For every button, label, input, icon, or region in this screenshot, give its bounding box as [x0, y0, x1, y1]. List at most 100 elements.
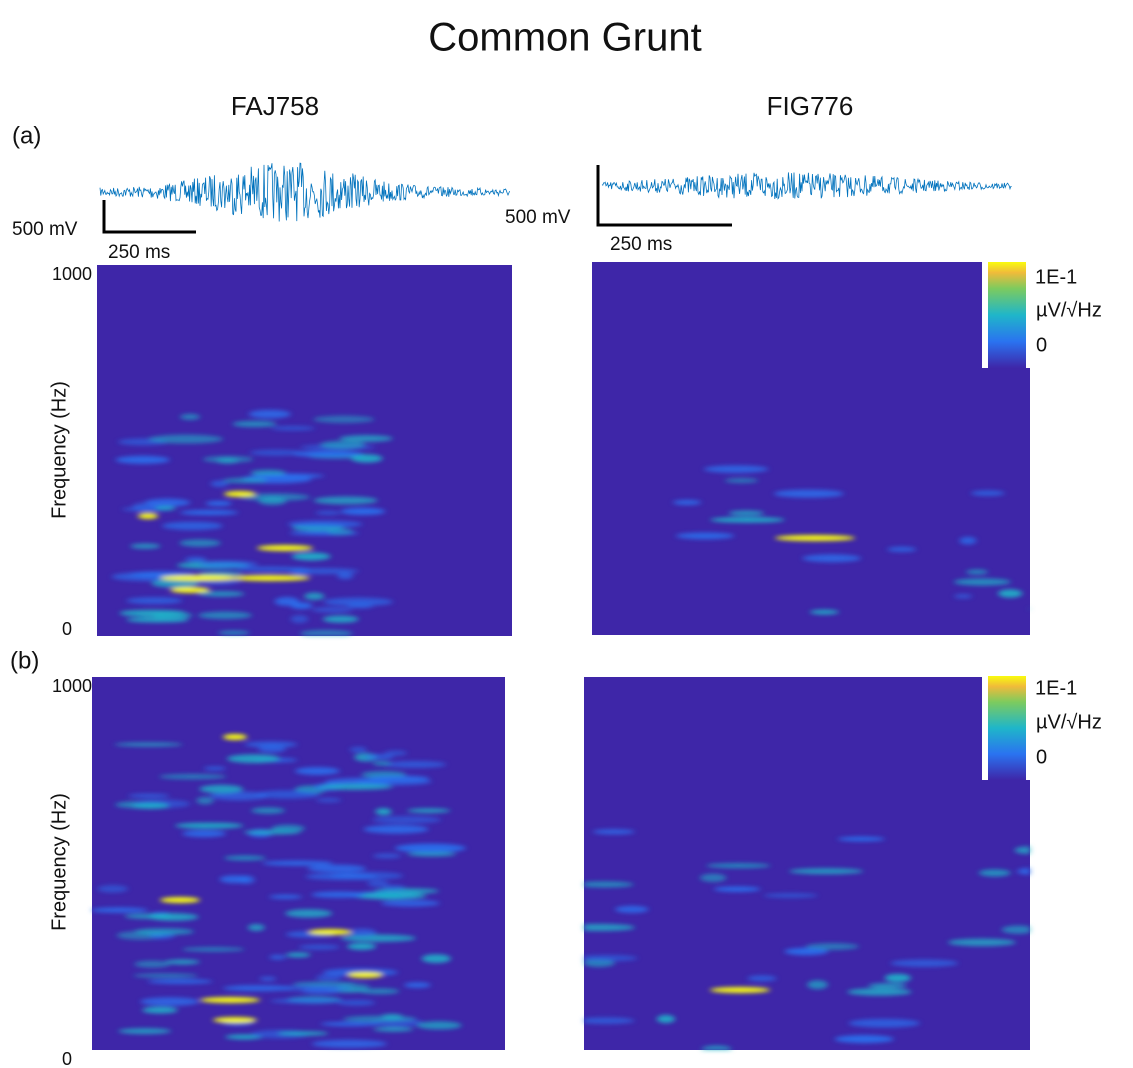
spectral-band	[151, 579, 200, 588]
spectral-band	[114, 742, 183, 747]
spectral-band	[706, 863, 771, 869]
spectral-band	[320, 1021, 381, 1027]
spectral-band	[142, 1006, 178, 1014]
colorbar-unit: µV/√Hz	[1036, 711, 1102, 733]
spectral-band	[584, 1017, 635, 1024]
spectral-band	[890, 959, 959, 967]
colorbar-unit: µV/√Hz	[1036, 299, 1102, 321]
colorbar	[988, 262, 1026, 368]
spectral-band	[222, 477, 268, 484]
spectral-peak	[200, 997, 260, 1003]
spectral-band	[304, 592, 325, 600]
spectral-band	[1031, 520, 1057, 526]
scale-bar	[102, 165, 732, 234]
spectral-band	[404, 982, 431, 988]
colorbar-label: 1E-1	[1035, 266, 1077, 288]
spectral-band	[164, 959, 200, 965]
panel-label: (a)	[12, 122, 41, 149]
spectral-band	[270, 998, 345, 1004]
spectral-band	[728, 510, 765, 516]
spectral-band	[948, 938, 1016, 947]
spectral-band	[884, 973, 911, 983]
spectral-band	[382, 884, 405, 890]
spectral-band	[407, 851, 457, 857]
spectral-band	[92, 907, 148, 913]
spectral-band	[384, 750, 407, 756]
spectral-band	[140, 997, 199, 1006]
spectral-band	[372, 815, 442, 824]
spectral-band	[162, 521, 223, 531]
spectral-band	[134, 928, 194, 935]
spectral-band	[724, 478, 759, 483]
spectral-peak	[170, 587, 210, 593]
spectral-band	[703, 465, 769, 473]
spectral-peak	[257, 545, 313, 551]
column-title: FAJ758	[231, 91, 319, 121]
spectral-band	[340, 507, 386, 516]
y-tick-label: 1000	[52, 264, 92, 284]
spectral-band	[978, 869, 1011, 877]
spectral-peak	[160, 575, 240, 581]
spectral-peak	[308, 929, 352, 935]
spectral-band	[315, 974, 342, 981]
spectral-band	[210, 480, 229, 487]
colorbar	[988, 676, 1026, 780]
spectral-band	[763, 893, 818, 898]
spectral-band	[271, 426, 315, 431]
spectral-peak	[160, 897, 200, 903]
spectral-band	[144, 498, 191, 507]
spectrogram-texture	[111, 409, 393, 636]
spectral-band	[151, 611, 193, 619]
spectral-band	[360, 988, 400, 995]
spectral-band	[848, 1018, 920, 1028]
spectral-band	[217, 630, 250, 635]
spectral-band	[262, 860, 334, 866]
spectral-band	[291, 552, 331, 561]
spectral-peak	[710, 987, 770, 993]
spectral-band	[313, 415, 375, 424]
spectral-band	[237, 566, 304, 572]
spectral-band	[182, 830, 226, 837]
spectral-band	[232, 420, 277, 428]
y-axis-label: Frequency (Hz)	[48, 381, 70, 519]
spectral-band	[175, 822, 244, 829]
spectral-band	[699, 873, 727, 882]
panel-label: (b)	[10, 647, 39, 674]
spectral-band	[258, 745, 286, 753]
spectral-band	[269, 954, 286, 960]
spectral-peak	[230, 575, 310, 581]
spectral-peak	[224, 491, 256, 497]
spectral-band	[130, 543, 161, 549]
spectral-band	[789, 868, 863, 875]
colorbar-label: 0	[1036, 746, 1047, 768]
spectral-band	[180, 413, 200, 420]
spectral-band	[592, 829, 635, 835]
colorbar-label: 0	[1036, 334, 1047, 356]
spectral-band	[998, 589, 1023, 598]
spectrogram-texture	[92, 741, 466, 1048]
spectral-band	[350, 454, 383, 463]
spectral-band	[847, 988, 912, 996]
spectral-band	[330, 871, 404, 880]
spectral-band	[416, 1021, 462, 1030]
spectrogram	[584, 677, 1030, 1050]
spectral-band	[316, 797, 342, 803]
spectral-band	[773, 489, 844, 498]
spectral-band	[710, 517, 785, 523]
spectral-band	[805, 943, 859, 950]
spectral-band	[222, 985, 293, 992]
spectral-peak	[138, 513, 158, 519]
spectral-band	[375, 808, 392, 816]
spectral-band	[274, 597, 300, 606]
spectral-band	[197, 571, 244, 576]
spectral-band	[203, 766, 226, 771]
spectral-peak	[223, 734, 247, 740]
spectral-band	[339, 435, 393, 442]
spectral-band	[205, 500, 232, 506]
spectral-band	[363, 825, 429, 834]
spectral-band	[340, 934, 416, 942]
spectral-band	[179, 539, 221, 547]
time-scale: 250 ms	[108, 242, 170, 263]
spectral-band	[250, 469, 286, 476]
spectral-band	[196, 796, 214, 805]
